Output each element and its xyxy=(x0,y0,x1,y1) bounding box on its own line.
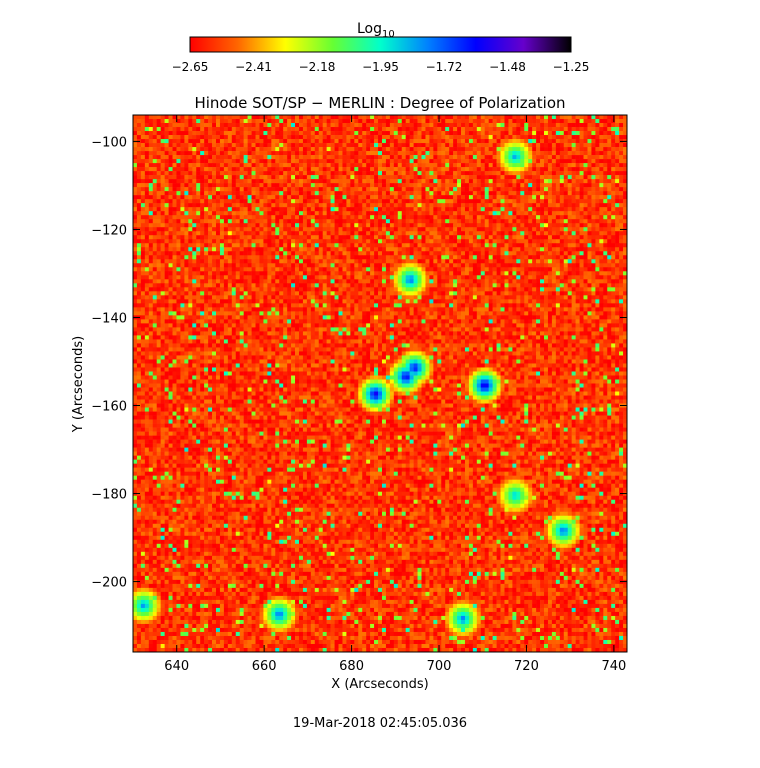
y-axis-label: Y (Arcseconds) xyxy=(71,336,86,433)
x-tick-label: 660 xyxy=(252,659,277,674)
chart-title: Hinode SOT/SP − MERLIN : Degree of Polar… xyxy=(194,94,565,112)
colorbar-tick-label: −2.65 xyxy=(172,60,209,74)
x-tick-label: 680 xyxy=(339,659,364,674)
colorbar-ticks: −2.65 −2.41 −2.18 −1.95 −1.72 −1.48 −1.25 xyxy=(172,60,590,74)
x-tick-label: 700 xyxy=(427,659,452,674)
colorbar-tick-label: −1.48 xyxy=(489,60,526,74)
y-tick-label: −120 xyxy=(91,223,127,238)
plot-area: 640 660 680 700 720 740 −100 −120 −140 −160 −180 −2… xyxy=(91,115,627,674)
colorbar-tick-label: −2.41 xyxy=(235,60,272,74)
x-tick-label: 640 xyxy=(164,659,189,674)
heatmap-image xyxy=(133,115,627,652)
x-tick-label: 740 xyxy=(601,659,626,674)
colorbar-tick-label: −2.18 xyxy=(299,60,336,74)
x-axis-label: X (Arcseconds) xyxy=(331,677,428,692)
y-tick-label: −180 xyxy=(91,488,127,503)
y-tick-label: −200 xyxy=(91,576,127,591)
timestamp: 19-Mar-2018 02:45:05.036 xyxy=(293,716,467,731)
x-tick-label: 720 xyxy=(514,659,539,674)
colorbar-tick-label: −1.95 xyxy=(362,60,399,74)
y-tick-label: −160 xyxy=(91,400,127,415)
colorbar-tick-label: −1.72 xyxy=(426,60,463,74)
y-tick-label: −140 xyxy=(91,311,127,326)
colorbar: Log10 −2.65 −2.41 −2.18 −1.95 −1.72 −1.48 −1.2… xyxy=(172,21,590,74)
y-tick-label: −100 xyxy=(91,135,127,150)
colorbar-tick-label: −1.25 xyxy=(553,60,590,74)
colorbar-gradient xyxy=(190,37,571,52)
